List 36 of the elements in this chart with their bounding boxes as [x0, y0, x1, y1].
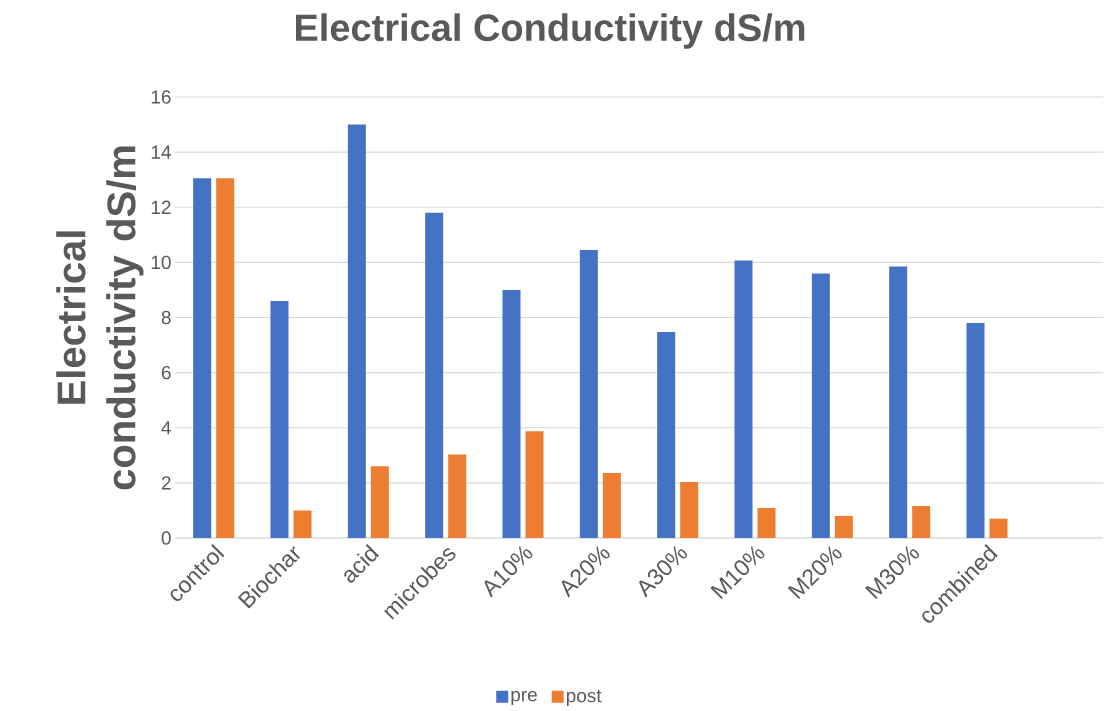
bar — [657, 332, 676, 538]
bar — [680, 482, 699, 538]
bar — [912, 506, 931, 538]
bar — [734, 260, 753, 538]
bar — [757, 507, 776, 538]
x-tick-label: acid — [344, 544, 380, 583]
bar — [811, 273, 830, 538]
bar — [193, 178, 212, 538]
legend-label: pre — [511, 690, 537, 706]
bar — [966, 323, 985, 538]
y-tick-label: 6 — [161, 365, 171, 380]
bar — [579, 249, 598, 538]
y-tick-label: 10 — [151, 255, 171, 270]
y-tick-label: 0 — [161, 531, 171, 545]
bar — [834, 515, 853, 538]
y-tick-label: 2 — [161, 476, 171, 490]
y-tick-label: 4 — [161, 421, 171, 435]
y-tick-label: 12 — [151, 200, 171, 214]
bar — [502, 289, 521, 538]
bar — [889, 266, 908, 538]
bar — [216, 178, 235, 538]
bar — [525, 431, 544, 538]
y-tick-label: 8 — [161, 310, 171, 325]
bar — [370, 466, 389, 538]
bar — [347, 124, 366, 538]
bar — [425, 212, 444, 538]
y-tick-label: 14 — [151, 145, 171, 159]
bar — [602, 472, 621, 538]
chart-title: Electrical Conductivity dS/m — [295, 13, 805, 49]
y-axis-title: Electrical conductivity dS/m — [56, 146, 144, 490]
legend-label: post — [566, 689, 602, 707]
bar — [270, 300, 289, 538]
bar — [989, 518, 1008, 538]
bar — [448, 454, 467, 538]
bar — [293, 510, 312, 538]
y-tick-label: 16 — [151, 90, 171, 104]
